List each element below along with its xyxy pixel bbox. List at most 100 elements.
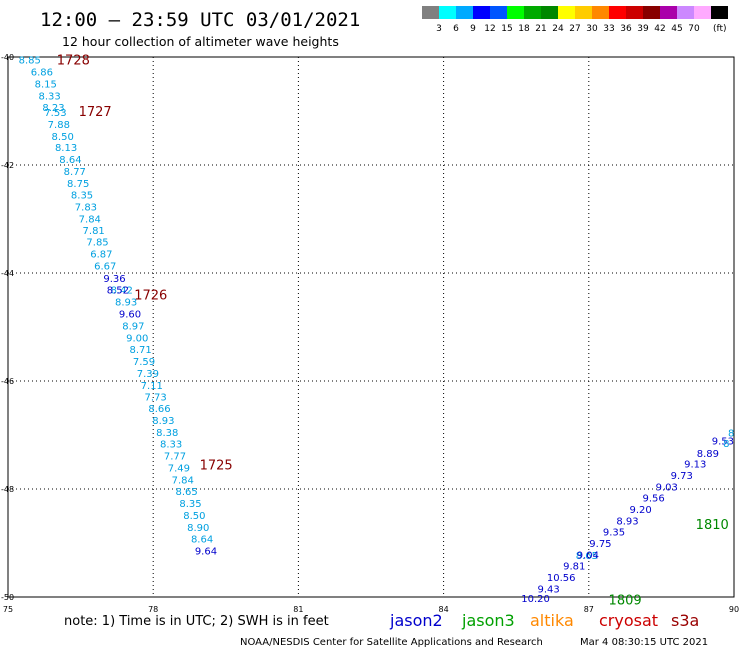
satellite-jason2: jason2 bbox=[389, 611, 443, 630]
legend-swatch bbox=[575, 6, 592, 19]
swh-value-label: 8.89 bbox=[697, 449, 719, 460]
swh-value-label: 8.33 bbox=[160, 440, 182, 451]
x-tick-label: 78 bbox=[148, 605, 158, 614]
satellite-altika: altika bbox=[530, 611, 574, 630]
swh-value-label: 9.13 bbox=[684, 460, 706, 471]
x-tick-label: 81 bbox=[293, 605, 303, 614]
legend-swatch bbox=[524, 6, 541, 19]
legend-label: 42 bbox=[654, 24, 665, 34]
legend-swatch bbox=[660, 6, 677, 19]
swh-value-label: 7.39 bbox=[137, 369, 159, 380]
swh-value-label: 7.53 bbox=[44, 108, 66, 119]
swh-value-label: 7.11 bbox=[141, 381, 163, 392]
pass-time-label: 1810 bbox=[696, 518, 729, 533]
legend-swatch bbox=[643, 6, 660, 19]
legend-label: 45 bbox=[671, 24, 682, 34]
swh-value-label: 9.36 bbox=[103, 274, 125, 285]
legend-swatch bbox=[473, 6, 490, 19]
y-axis-ticks: -40 -42 -44 -46 -48 -50 bbox=[1, 53, 14, 602]
swh-value-label: 9.00 bbox=[126, 333, 148, 344]
legend-label: 21 bbox=[535, 24, 546, 34]
swh-value-label: 8.52 bbox=[107, 286, 129, 297]
swh-value-label: 7.84 bbox=[172, 475, 194, 486]
swh-value-label: 9.20 bbox=[629, 505, 651, 516]
swh-value-label: 9.56 bbox=[643, 494, 665, 505]
swh-value-label: 8 bbox=[728, 428, 734, 439]
swh-value-label: 8 bbox=[723, 439, 729, 450]
swh-value-label: 8.65 bbox=[175, 487, 197, 498]
legend-swatch bbox=[558, 6, 575, 19]
legend-label: 15 bbox=[501, 24, 512, 34]
swh-value-label: 7.59 bbox=[133, 357, 155, 368]
legend-unit: (ft) bbox=[713, 24, 727, 34]
y-tick-label: -48 bbox=[1, 485, 14, 494]
legend-label: 24 bbox=[552, 24, 564, 34]
legend-label: 36 bbox=[620, 24, 632, 34]
legend-label: 9 bbox=[470, 24, 476, 34]
swh-value-label: 8.65 bbox=[576, 551, 598, 562]
x-tick-label: 87 bbox=[584, 605, 594, 614]
swh-value-label: 7.73 bbox=[144, 393, 166, 404]
swh-value-label: 7.49 bbox=[168, 463, 190, 474]
y-tick-label: -40 bbox=[1, 53, 14, 62]
legend-swatch bbox=[677, 6, 694, 19]
legend-label: 3 bbox=[436, 24, 442, 34]
swh-value-label: 9.81 bbox=[563, 562, 585, 573]
swh-value-label: 9.64 bbox=[195, 547, 217, 558]
swh-value-label: 8.85 bbox=[19, 56, 41, 67]
plot-frame bbox=[7, 56, 735, 598]
pass-time-label: 1726 bbox=[134, 289, 167, 304]
swh-value-label: 7.88 bbox=[48, 120, 70, 131]
satellite-s3a: s3a bbox=[671, 611, 699, 630]
swh-value-label: 8.90 bbox=[187, 523, 209, 534]
swh-value-label: 10.20 bbox=[521, 594, 550, 605]
y-tick-label: -42 bbox=[1, 161, 14, 170]
pass-time-label: 1725 bbox=[200, 459, 233, 474]
legend-swatch bbox=[456, 6, 473, 19]
satellite-jason3: jason3 bbox=[461, 611, 515, 630]
timestamp-text: Mar 4 08:30:15 UTC 2021 bbox=[580, 637, 708, 648]
swh-value-label: 6.86 bbox=[31, 68, 53, 79]
swh-value-label: 8.93 bbox=[616, 516, 638, 527]
swh-value-label: 8.64 bbox=[191, 535, 213, 546]
legend-swatch bbox=[626, 6, 643, 19]
swh-value-label: 7.84 bbox=[79, 214, 101, 225]
swh-value-label: 8.93 bbox=[115, 298, 137, 309]
pass-time-label: 1809 bbox=[609, 594, 642, 609]
swh-value-label: 9.60 bbox=[119, 310, 141, 321]
swh-value-label: 9.53 bbox=[712, 436, 734, 447]
legend-swatch bbox=[507, 6, 524, 19]
legend-swatch bbox=[694, 6, 711, 19]
swh-value-label: 9.73 bbox=[671, 471, 693, 482]
swh-value-label: 8.42 bbox=[111, 286, 133, 297]
swh-value-label: 8.97 bbox=[122, 321, 144, 332]
legend-label: 12 bbox=[484, 24, 495, 34]
legend-label: 70 bbox=[688, 24, 700, 34]
legend-swatch bbox=[592, 6, 609, 19]
swh-value-label: 8.50 bbox=[183, 511, 205, 522]
swh-value-label: 8.64 bbox=[59, 155, 81, 166]
swh-value-label: 8.75 bbox=[67, 179, 89, 190]
swh-value-label: 8.35 bbox=[71, 191, 93, 202]
satellite-cryosat: cryosat bbox=[599, 611, 658, 630]
swh-value-label: 10.56 bbox=[547, 573, 576, 584]
y-tick-label: -50 bbox=[1, 593, 14, 602]
legend-label: 18 bbox=[518, 24, 530, 34]
color-legend: 3 6 9 12 15 18 21 24 27 30 33 36 39 42 45 70 (ft) bbox=[422, 6, 728, 34]
legend-swatch bbox=[541, 6, 558, 19]
x-axis-ticks: 75 78 81 84 87 90 bbox=[3, 605, 739, 614]
swh-value-label: 6.87 bbox=[90, 250, 112, 261]
legend-swatch bbox=[422, 6, 439, 19]
y-tick-label: -46 bbox=[1, 377, 14, 386]
y-tick-label: -44 bbox=[1, 269, 14, 278]
x-tick-label: 84 bbox=[439, 605, 449, 614]
swh-value-label: 9.35 bbox=[603, 528, 625, 539]
legend-swatch bbox=[711, 6, 728, 19]
swh-value-label: 9.43 bbox=[537, 584, 559, 595]
pass-time-label: 1727 bbox=[79, 105, 112, 120]
swh-value-label: 8.15 bbox=[35, 79, 57, 90]
swh-value-label: 8.71 bbox=[129, 345, 151, 356]
x-tick-label: 75 bbox=[3, 605, 13, 614]
swh-value-label: 8.50 bbox=[52, 132, 74, 143]
